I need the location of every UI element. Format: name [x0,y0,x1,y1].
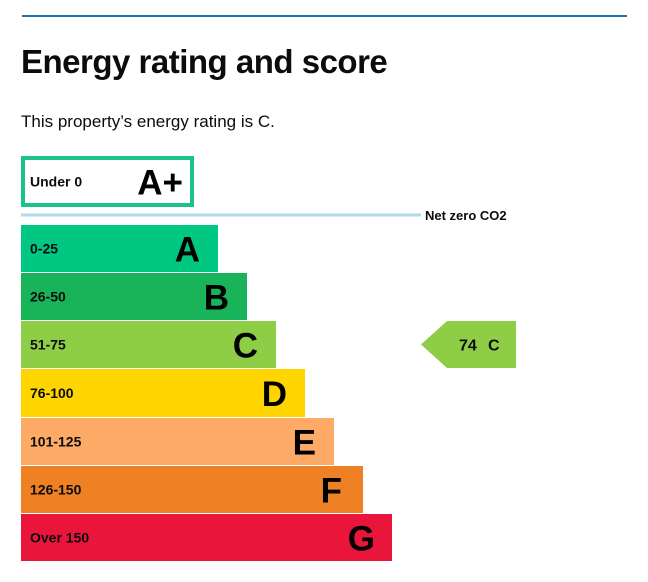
current-rating-arrow [421,321,516,368]
band-b: 26-50 B [21,273,247,320]
band-bar [21,418,334,465]
current-letter: C [488,338,500,355]
band-e: 101-125 E [21,418,334,465]
band-letter-label: E [293,424,316,463]
band-letter-label: C [233,327,258,366]
band-bar [21,225,218,272]
band-range-label: 26-50 [30,289,66,305]
band-a-plus: Under 0 A+ [21,156,194,207]
band-letter-label: D [262,375,287,414]
band-range-label: Over 150 [30,530,89,546]
rating-sentence: This property’s energy rating is C. [21,112,275,131]
band-f: 126-150 F [21,466,363,513]
band-range-label: 0-25 [30,241,58,257]
band-c: 51-75 C [21,321,276,368]
band-letter-label: A+ [137,164,183,203]
band-bar [21,321,276,368]
band-range-label: 76-100 [30,385,74,401]
band-letter-label: F [321,472,342,511]
band-d: 76-100 D [21,369,305,417]
band-range-label: 51-75 [30,337,66,353]
top-divider [22,15,627,17]
band-bar [21,514,392,561]
current-score: 74 [459,338,477,355]
band-bar [21,156,194,207]
current-rating-pointer: 74 C [421,321,516,368]
net-zero-label: Net zero CO2 [425,208,507,223]
band-layer: Under 0 A+ 0-25 A 26-50 B 51-75 C 76-100 D 101-125… [21,156,392,561]
band-a: 0-25 A [21,225,218,272]
net-zero-marker: Net zero CO2 [21,208,507,223]
band-range-label: 126-150 [30,482,82,498]
band-letter-label: G [348,520,375,559]
band-range-label: Under 0 [30,174,82,190]
band-letter-label: B [204,279,229,318]
page-title: Energy rating and score [21,43,388,80]
band-bar [21,273,247,320]
band-bar [21,466,363,513]
band-range-label: 101-125 [30,434,82,450]
band-g: Over 150 G [21,514,392,561]
band-letter-label: A [175,231,200,270]
band-bar [21,369,305,417]
